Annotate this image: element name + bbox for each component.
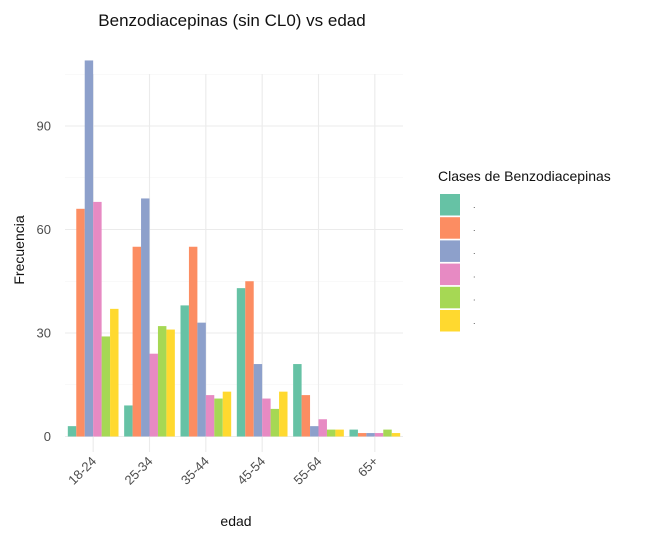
bar bbox=[166, 329, 175, 437]
bar bbox=[335, 429, 344, 437]
bar bbox=[301, 395, 311, 437]
y-axis-title: Frecuencia bbox=[11, 215, 27, 284]
bars bbox=[67, 60, 401, 437]
bar bbox=[310, 426, 319, 437]
bar bbox=[132, 246, 142, 437]
bar bbox=[245, 281, 254, 437]
bar bbox=[84, 60, 94, 437]
grid bbox=[65, 73, 403, 452]
legend-label: . bbox=[473, 223, 476, 233]
y-axis-ticks: 0 30 60 90 bbox=[37, 119, 51, 445]
bar bbox=[76, 208, 85, 437]
bar bbox=[253, 364, 263, 437]
bar bbox=[205, 395, 215, 437]
bar bbox=[349, 429, 358, 437]
x-tick-label: 65+ bbox=[355, 454, 381, 480]
y-tick-label: 60 bbox=[37, 222, 51, 237]
x-tick-label: 25-34 bbox=[122, 454, 156, 488]
bar bbox=[110, 308, 119, 437]
legend-label: . bbox=[473, 200, 476, 210]
bar bbox=[124, 405, 133, 437]
legend-label: . bbox=[473, 293, 476, 303]
x-axis-title: edad bbox=[220, 513, 251, 529]
legend-key bbox=[440, 310, 460, 332]
bar bbox=[318, 419, 327, 437]
x-tick-label: 45-54 bbox=[234, 454, 268, 488]
bar bbox=[101, 336, 111, 437]
bar bbox=[149, 353, 158, 437]
x-tick-label: 55-64 bbox=[291, 454, 325, 488]
y-tick-label: 0 bbox=[44, 429, 51, 444]
legend-key bbox=[440, 240, 460, 262]
y-tick-label: 90 bbox=[37, 119, 51, 134]
bar bbox=[326, 429, 336, 437]
bar bbox=[180, 305, 189, 437]
bar bbox=[93, 201, 102, 437]
legend-key bbox=[440, 286, 460, 309]
x-tick-label: 18-24 bbox=[65, 454, 99, 488]
bar bbox=[222, 391, 232, 437]
chart-title: Benzodiacepinas (sin CL0) vs edad bbox=[98, 11, 365, 30]
bar bbox=[67, 426, 77, 437]
legend-key bbox=[440, 263, 460, 286]
legend: Clases de Benzodiacepinas ...... bbox=[438, 168, 611, 332]
bar bbox=[293, 364, 302, 437]
bar bbox=[262, 398, 271, 437]
bar bbox=[236, 288, 246, 437]
legend-label: . bbox=[473, 246, 476, 256]
bar bbox=[366, 433, 375, 437]
legend-key bbox=[440, 217, 460, 239]
x-tick-label: 35-44 bbox=[178, 454, 212, 488]
legend-label: . bbox=[473, 316, 476, 326]
bar bbox=[141, 198, 150, 437]
legend-key bbox=[440, 194, 460, 216]
legend-title: Clases de Benzodiacepinas bbox=[438, 168, 611, 184]
bar bbox=[270, 408, 280, 437]
bar bbox=[357, 433, 367, 437]
bar bbox=[391, 433, 401, 437]
bar bbox=[197, 322, 206, 437]
bar bbox=[157, 326, 167, 437]
bar bbox=[374, 433, 384, 437]
bar bbox=[214, 398, 223, 437]
y-tick-label: 30 bbox=[37, 326, 51, 341]
bar bbox=[383, 429, 392, 437]
bar bbox=[188, 246, 198, 437]
bar bbox=[279, 391, 288, 437]
legend-label: . bbox=[473, 269, 476, 279]
x-axis-ticks: 18-24 25-34 35-44 45-54 55-64 65+ bbox=[65, 454, 381, 488]
legend-items: ...... bbox=[440, 194, 476, 332]
